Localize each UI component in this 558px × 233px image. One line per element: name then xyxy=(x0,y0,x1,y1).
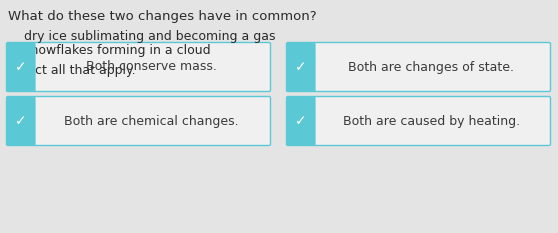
Text: Both are changes of state.: Both are changes of state. xyxy=(349,61,514,73)
Bar xyxy=(310,98,314,144)
Text: ✓: ✓ xyxy=(15,114,27,128)
Text: Both are chemical changes.: Both are chemical changes. xyxy=(64,114,239,127)
FancyBboxPatch shape xyxy=(7,96,36,145)
FancyBboxPatch shape xyxy=(286,42,551,92)
Text: ✓: ✓ xyxy=(295,60,307,74)
FancyBboxPatch shape xyxy=(286,42,315,92)
Text: dry ice sublimating and becoming a gas: dry ice sublimating and becoming a gas xyxy=(8,30,276,43)
Text: What do these two changes have in common?: What do these two changes have in common… xyxy=(8,10,316,23)
FancyBboxPatch shape xyxy=(286,96,315,145)
Bar xyxy=(30,98,34,144)
Text: Both conserve mass.: Both conserve mass. xyxy=(86,61,217,73)
Text: Select all that apply.: Select all that apply. xyxy=(8,64,136,77)
Bar xyxy=(310,44,314,90)
Text: Both are caused by heating.: Both are caused by heating. xyxy=(343,114,520,127)
Text: snowflakes forming in a cloud: snowflakes forming in a cloud xyxy=(8,44,210,57)
Text: ✓: ✓ xyxy=(15,60,27,74)
FancyBboxPatch shape xyxy=(7,96,271,145)
Text: ✓: ✓ xyxy=(295,114,307,128)
Bar xyxy=(30,44,34,90)
FancyBboxPatch shape xyxy=(7,42,36,92)
FancyBboxPatch shape xyxy=(7,42,271,92)
FancyBboxPatch shape xyxy=(286,96,551,145)
